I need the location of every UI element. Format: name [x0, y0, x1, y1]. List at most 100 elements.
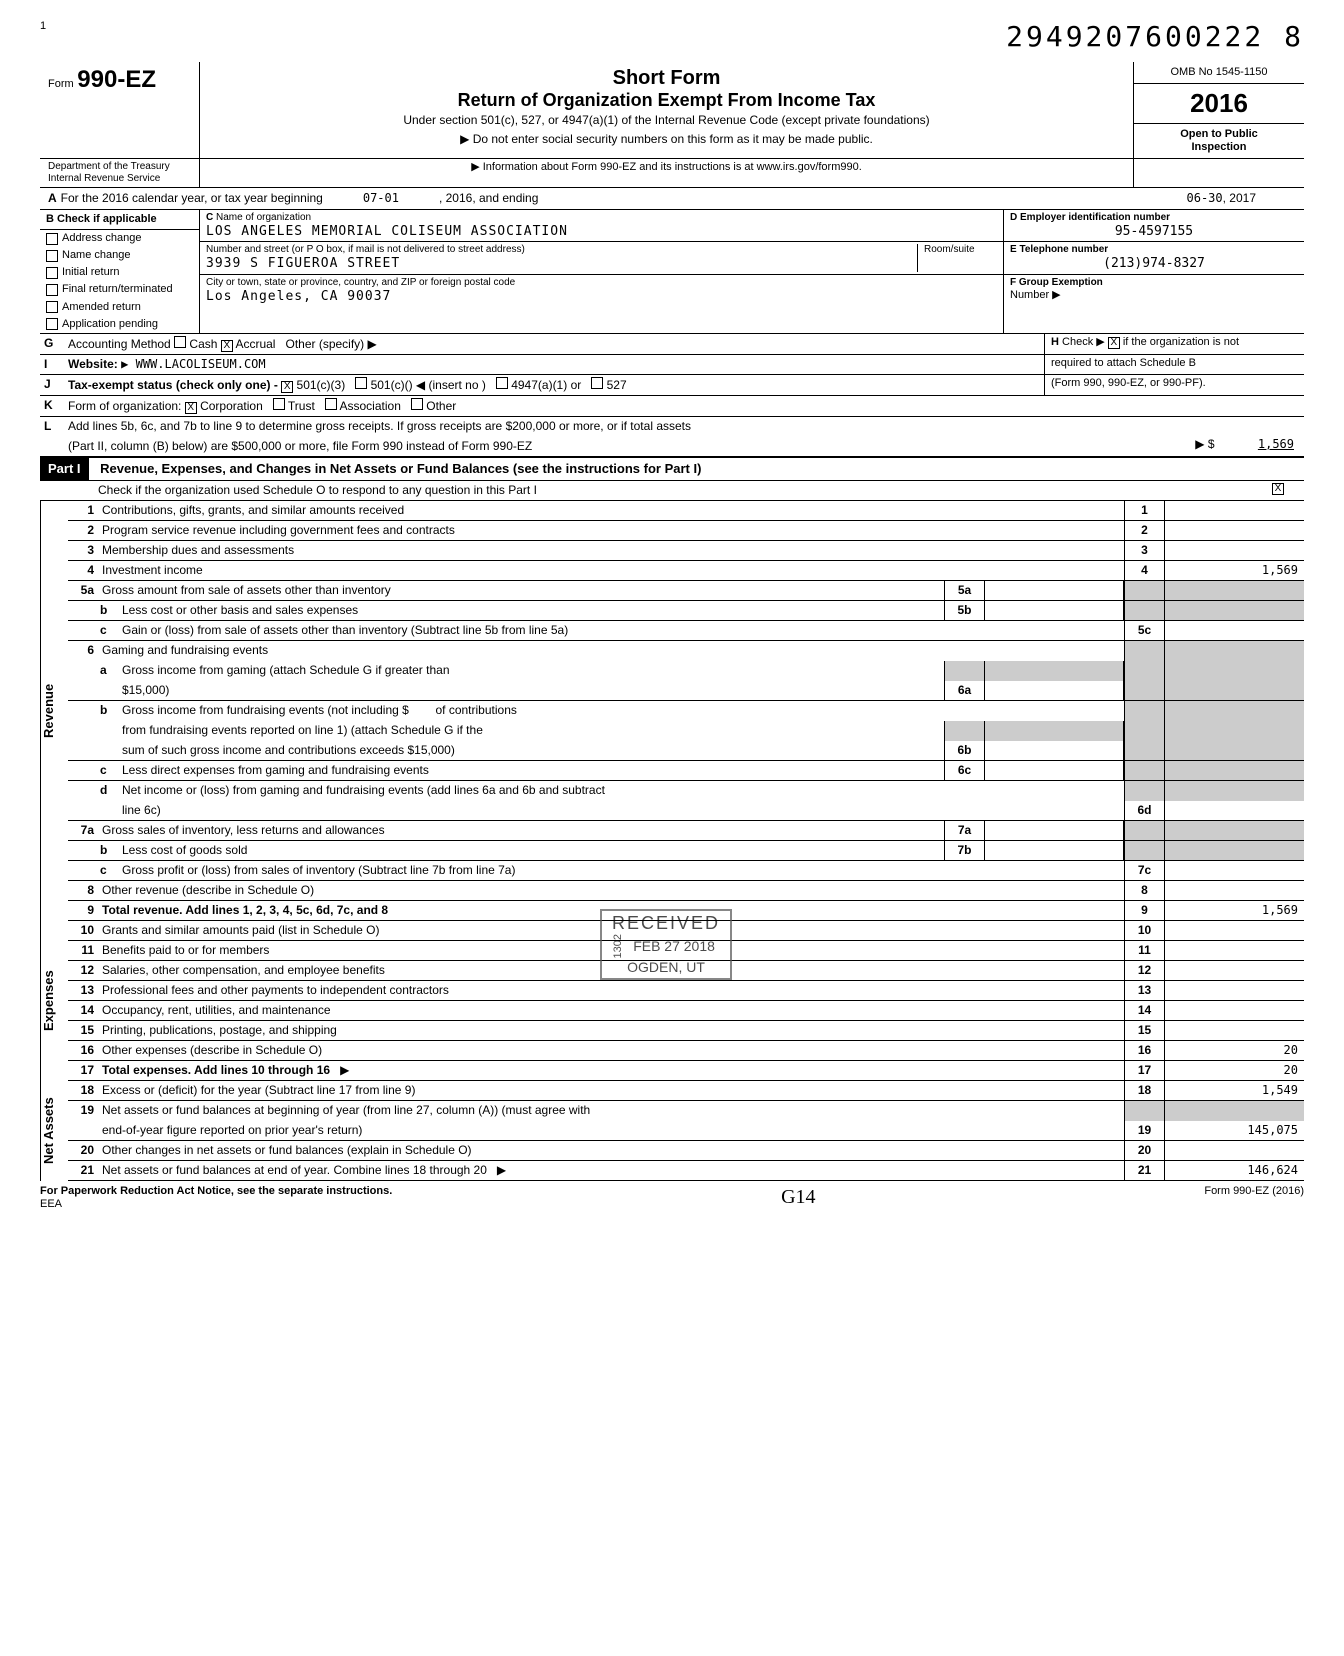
line-3-desc: Membership dues and assessments [98, 541, 1124, 560]
check-address-change[interactable]: Address change [40, 230, 199, 247]
line-6b-desc3: sum of such gross income and contributio… [118, 741, 944, 760]
ein-value: 95-4597155 [1010, 224, 1298, 240]
form-prefix: Form [48, 78, 74, 90]
line-21-val: 146,624 [1164, 1161, 1304, 1180]
c-label: C [206, 212, 213, 223]
assoc-label: Association [340, 399, 401, 413]
page-footer: For Paperwork Reduction Act Notice, see … [40, 1181, 1304, 1211]
b-title: Check if applicable [57, 213, 157, 225]
l-value-box: ▶ $ 1,569 [1124, 437, 1304, 456]
eea-label: EEA [40, 1198, 62, 1210]
trust-checkbox[interactable] [273, 398, 285, 410]
line-17-desc: Total expenses. Add lines 10 through 16 … [98, 1061, 1124, 1080]
line-14-val [1164, 1001, 1304, 1020]
form-header: Form 990-EZ Short Form Return of Organiz… [40, 62, 1304, 160]
document-number: 2949207600222 8 [1006, 20, 1304, 54]
line-15-desc: Printing, publications, postage, and shi… [98, 1021, 1124, 1040]
ein-field: D Employer identification number 95-4597… [1004, 210, 1304, 243]
line-7b-desc: Less cost of goods sold [118, 841, 944, 860]
right-info: D Employer identification number 95-4597… [1004, 210, 1304, 333]
501c3-checkbox[interactable]: X [281, 381, 293, 393]
line-5a-val [984, 581, 1124, 600]
527-checkbox[interactable] [591, 377, 603, 389]
501c-checkbox[interactable] [355, 377, 367, 389]
netassets-side-label: Net Assets [40, 1081, 68, 1181]
line-8-val [1164, 881, 1304, 900]
check-final-return[interactable]: Final return/terminated [40, 281, 199, 298]
l-text-1: Add lines 5b, 6c, and 7b to line 9 to de… [64, 417, 1304, 437]
checkbox-icon[interactable] [46, 267, 58, 279]
part-1-title: Revenue, Expenses, and Changes in Net As… [92, 458, 709, 479]
l-value: 1,569 [1258, 437, 1294, 451]
line-6b-desc: Gross income from fundraising events (no… [118, 701, 1124, 721]
l-label: L [40, 417, 64, 437]
org-name-field: C Name of organization LOS ANGELES MEMOR… [200, 210, 1003, 243]
tax-exempt-status: Tax-exempt status (check only one) - X 5… [64, 375, 1044, 395]
website-value: ▶ WWW.LACOLISEUM.COM [121, 357, 266, 371]
line-5c-val [1164, 621, 1304, 640]
checkbox-icon[interactable] [46, 318, 58, 330]
l-text-2: (Part II, column (B) below) are $500,000… [64, 437, 1124, 456]
header-right: OMB No 1545-1150 2016 Open to Public Ins… [1134, 62, 1304, 159]
check-application-pending[interactable]: Application pending [40, 316, 199, 333]
check-initial-return[interactable]: Initial return [40, 264, 199, 281]
expenses-section: Expenses 10Grants and similar amounts pa… [40, 921, 1304, 1081]
addr-label: Number and street (or P O box, if mail i… [206, 244, 917, 256]
checkbox-icon[interactable] [46, 284, 58, 296]
checkbox-icon[interactable] [46, 250, 58, 262]
accounting-method: Accounting Method Cash X Accrual Other (… [64, 334, 1044, 354]
line-20-val [1164, 1141, 1304, 1160]
cash-checkbox[interactable] [174, 336, 186, 348]
line-a-mid: , 2016, and ending [439, 191, 538, 205]
received-stamp: RECEIVED 1302 FEB 27 2018 OGDEN, UT [600, 909, 732, 980]
4947-checkbox[interactable] [496, 377, 508, 389]
line-20-desc: Other changes in net assets or fund bala… [98, 1141, 1124, 1160]
line-6a-desc: Gross income from gaming (attach Schedul… [118, 661, 944, 681]
line-5a-desc: Gross amount from sale of assets other t… [98, 581, 944, 600]
city-label: City or town, state or province, country… [206, 277, 997, 289]
form-of-org: Form of organization: X Corporation Trus… [64, 396, 1304, 416]
check-name-change[interactable]: Name change [40, 247, 199, 264]
other-org-checkbox[interactable] [411, 398, 423, 410]
street-address: 3939 S FIGUEROA STREET [206, 256, 917, 272]
line-g: G Accounting Method Cash X Accrual Other… [40, 334, 1304, 355]
line-19-desc2: end-of-year figure reported on prior yea… [98, 1121, 1124, 1140]
assoc-checkbox[interactable] [325, 398, 337, 410]
line-7c-val [1164, 861, 1304, 880]
h-label: H [1051, 336, 1059, 348]
revenue-side-label: Revenue [40, 501, 68, 921]
stamp-location: OGDEN, UT [612, 959, 720, 976]
section-b-header: B Check if applicable [40, 210, 199, 230]
accrual-checkbox[interactable]: X [221, 340, 233, 352]
expenses-side-label: Expenses [40, 921, 68, 1081]
stamp-received: RECEIVED [612, 913, 720, 935]
check-amended-return[interactable]: Amended return [40, 299, 199, 316]
line-6d-desc2: line 6c) [118, 801, 1124, 820]
k-label: K [40, 396, 64, 416]
line-5b-val [984, 601, 1124, 620]
form-label-box: Form 990-EZ [40, 62, 200, 159]
corp-checkbox[interactable]: X [185, 402, 197, 414]
l-arrow: ▶ $ [1195, 437, 1214, 451]
top-bar: 1 2949207600222 8 [40, 20, 1304, 54]
corp-label: Corporation [200, 399, 263, 413]
line-4-desc: Investment income [98, 561, 1124, 580]
line-8-desc: Other revenue (describe in Schedule O) [98, 881, 1124, 900]
line-l-2: (Part II, column (B) below) are $500,000… [40, 437, 1304, 457]
opt-4947: 4947(a)(1) or [511, 378, 581, 392]
trust-label: Trust [288, 399, 315, 413]
h-checkbox[interactable]: X [1108, 337, 1120, 349]
tax-year: 2016 [1134, 84, 1304, 124]
handwritten-note: G14 [781, 1185, 815, 1211]
line-16-desc: Other expenses (describe in Schedule O) [98, 1041, 1124, 1060]
part-1-label: Part I [40, 458, 89, 480]
paperwork-notice: For Paperwork Reduction Act Notice, see … [40, 1185, 392, 1197]
d-label: D [1010, 212, 1017, 223]
line-2-val [1164, 521, 1304, 540]
form-title-2: Return of Organization Exempt From Incom… [210, 90, 1123, 112]
other-org-label: Other [426, 399, 456, 413]
schedule-o-checkbox[interactable]: X [1272, 483, 1284, 495]
checkbox-icon[interactable] [46, 233, 58, 245]
opt-527: 527 [607, 378, 627, 392]
checkbox-icon[interactable] [46, 301, 58, 313]
